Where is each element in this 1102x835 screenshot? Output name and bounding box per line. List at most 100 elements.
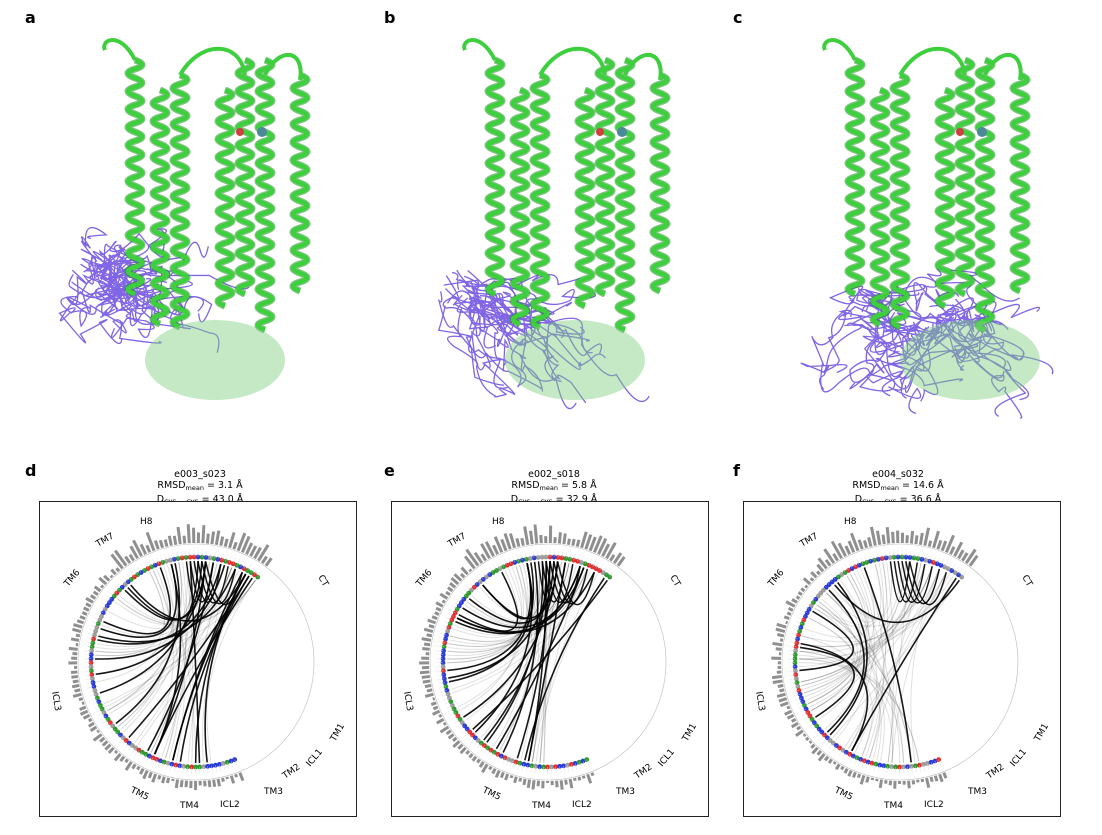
contact-chord	[910, 568, 940, 762]
residue-node	[797, 691, 803, 697]
contact-chord	[495, 561, 562, 750]
density-bar	[914, 535, 919, 545]
residue-tick	[811, 725, 817, 731]
residue-tick	[799, 613, 806, 617]
region-label-tm5: TM5	[128, 785, 150, 803]
contact-chord	[840, 579, 878, 756]
density-bar	[234, 773, 238, 778]
contact-chord	[187, 564, 225, 763]
contact-chord	[835, 570, 875, 741]
residue-tick	[791, 633, 799, 636]
contact-chord	[204, 579, 256, 763]
residue-tick	[152, 558, 156, 566]
density-bar	[612, 552, 623, 564]
contact-chord	[905, 561, 941, 605]
density-bar	[580, 531, 588, 549]
contact-chord	[189, 561, 215, 603]
loop-trace	[800, 324, 863, 375]
contact-chord	[480, 561, 541, 738]
region-label-h8: H8	[844, 517, 857, 527]
residue-tick	[789, 645, 797, 648]
contact-chord	[834, 562, 887, 619]
loop-trace	[466, 297, 507, 369]
residue-density-track	[771, 526, 979, 789]
residue-node	[152, 562, 158, 568]
density-bar	[79, 705, 87, 711]
residue-node	[883, 555, 889, 561]
contact-chord	[100, 562, 182, 638]
density-bar	[92, 733, 103, 742]
density-bar	[850, 532, 860, 552]
residue-tick	[123, 576, 129, 583]
residue-node	[444, 632, 449, 638]
loop-trace	[885, 325, 979, 371]
density-bar	[786, 611, 792, 616]
loop-trace	[110, 274, 149, 339]
density-bar	[163, 539, 169, 547]
density-bar	[79, 615, 86, 621]
contact-chord	[515, 566, 534, 760]
contact-chord	[150, 561, 192, 753]
contact-chord	[807, 575, 867, 705]
residue-node	[441, 644, 447, 650]
region-label-icl1: ICL1	[657, 747, 677, 769]
residue-tick	[126, 573, 132, 580]
residue-node	[211, 556, 217, 561]
residue-node	[579, 560, 584, 565]
loop-trace	[947, 325, 1005, 379]
chord-diagram-f: H8 TM7 TM6 ICL3 TM5 TM4 ICL2 TM3 TM2 ICL1 TM1 CT	[743, 501, 1061, 817]
contact-chord	[800, 566, 933, 648]
density-bar	[566, 538, 571, 546]
contact-chord	[829, 575, 871, 736]
residue-tick	[958, 568, 963, 575]
residue-node	[893, 764, 899, 770]
residue-node	[801, 702, 807, 708]
contact-chord	[556, 561, 596, 606]
density-bar	[851, 771, 857, 779]
contact-chord	[825, 592, 904, 763]
density-bar	[225, 776, 229, 780]
density-bar	[92, 590, 99, 596]
residue-tick	[844, 564, 849, 571]
density-bar	[790, 717, 797, 723]
residue-tick	[490, 752, 495, 759]
residue-tick	[573, 553, 576, 561]
density-bar	[804, 584, 809, 589]
contact-chord	[95, 563, 218, 653]
helix	[955, 57, 975, 297]
residue-node	[173, 762, 179, 768]
contact-chord	[802, 575, 954, 643]
residue-node	[547, 554, 553, 560]
density-bar	[811, 746, 819, 755]
residue-tick	[99, 715, 107, 720]
contact-chord	[95, 579, 256, 653]
residue-node	[793, 644, 799, 650]
contact-chord	[799, 650, 920, 762]
residue-tick	[513, 762, 517, 769]
contact-chord	[446, 561, 551, 664]
residue-tick	[606, 568, 611, 575]
density-bar	[79, 709, 89, 716]
panel-letter-a: a	[25, 8, 36, 27]
residue-node	[498, 753, 504, 759]
residue-tick	[178, 765, 180, 773]
density-bar	[875, 530, 882, 545]
density-bar	[453, 573, 463, 582]
contact-chord	[803, 563, 926, 694]
structure-render-c	[800, 38, 1054, 419]
residue-tick	[445, 617, 452, 621]
residue-tick	[790, 637, 798, 640]
residue-tick	[182, 766, 184, 774]
residue-tick	[797, 617, 804, 621]
contact-chord	[189, 561, 201, 763]
helix-bundle	[822, 38, 1040, 400]
density-bar	[559, 780, 564, 790]
residue-tick	[795, 621, 803, 624]
residue-tick	[153, 759, 157, 766]
contact-chord	[179, 575, 250, 762]
contact-chord	[128, 575, 250, 739]
density-bar	[139, 767, 145, 775]
residue-tick	[882, 765, 884, 773]
residue-tick	[569, 552, 572, 560]
contact-chord	[137, 579, 256, 745]
